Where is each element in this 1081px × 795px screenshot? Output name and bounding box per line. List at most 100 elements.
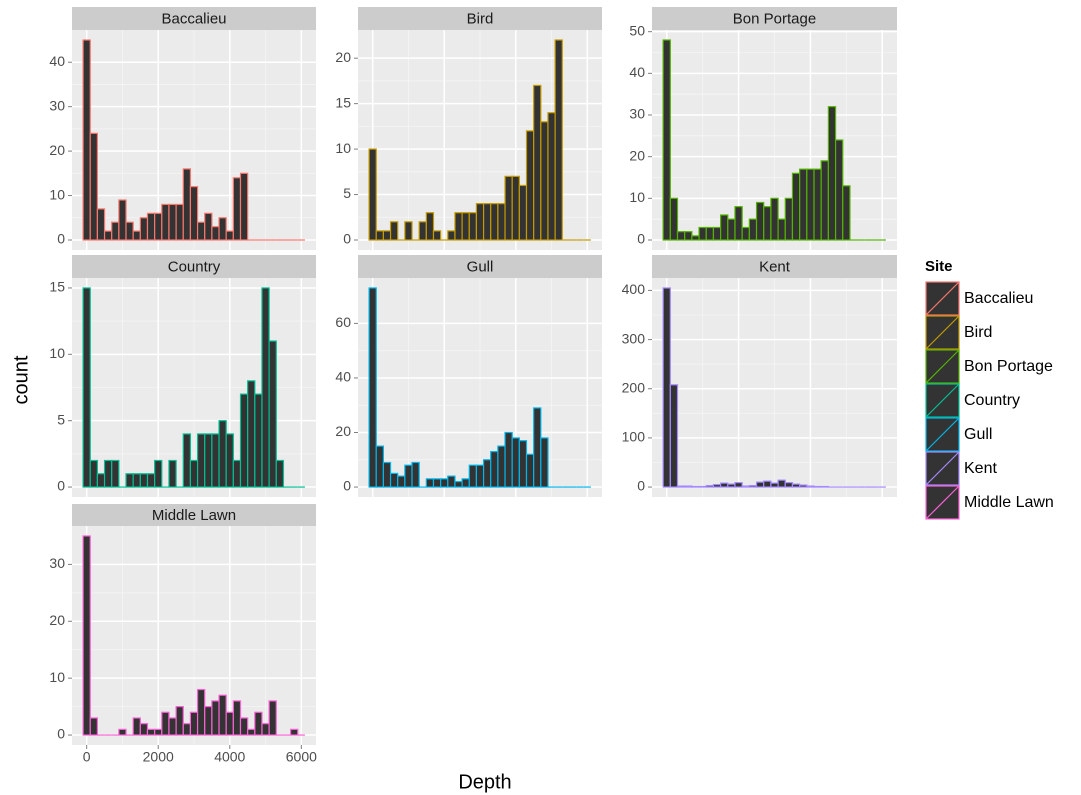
bar	[791, 483, 801, 488]
legend-key-line	[925, 417, 960, 452]
bar	[182, 723, 192, 736]
y-tick-label: 20	[49, 612, 65, 628]
y-tick-label: 0	[637, 231, 645, 247]
strip-label: Country	[168, 258, 221, 275]
bar	[139, 473, 149, 488]
bar	[705, 484, 715, 488]
bar	[397, 475, 406, 488]
bar	[89, 717, 99, 736]
strip-background	[72, 7, 316, 30]
bar	[239, 393, 249, 488]
legend-key-line	[925, 349, 960, 384]
y-tick-label: 10	[629, 189, 645, 205]
legend-label: Kent	[964, 460, 997, 477]
bar	[525, 130, 535, 241]
bar	[232, 177, 242, 241]
bar	[139, 723, 149, 736]
legend-key-line	[925, 383, 960, 418]
y-tick-label: 40	[49, 53, 65, 69]
bar	[247, 380, 256, 488]
strip-background	[652, 255, 897, 278]
bar	[89, 132, 99, 241]
y-tick-label: 0	[343, 231, 351, 247]
bar	[777, 479, 786, 488]
bar	[490, 203, 499, 241]
bar	[461, 478, 470, 488]
bar	[482, 459, 492, 488]
bar	[669, 197, 679, 241]
bar	[669, 384, 679, 488]
bar	[755, 201, 765, 241]
bar	[96, 208, 106, 241]
strip-background	[358, 7, 602, 30]
strip-background	[72, 504, 316, 526]
bar	[175, 203, 184, 241]
legend-label: Baccalieu	[964, 290, 1033, 307]
bar	[146, 728, 156, 736]
bar	[382, 461, 392, 488]
y-tick-label: 50	[629, 22, 645, 38]
bar	[461, 212, 470, 241]
y-tick-label: 40	[335, 369, 351, 385]
legend-key-line	[925, 451, 960, 486]
bar	[676, 485, 686, 488]
legend-label: Middle Lawn	[964, 494, 1054, 511]
bar	[727, 218, 736, 241]
bar	[468, 464, 478, 488]
y-axis-label: count	[10, 355, 32, 404]
bar	[189, 711, 199, 736]
bar	[440, 478, 449, 488]
bar	[497, 445, 506, 488]
bar	[103, 459, 113, 488]
bar	[497, 203, 506, 241]
bar	[777, 218, 786, 241]
bar	[146, 212, 156, 241]
bar	[239, 172, 249, 241]
bar	[211, 700, 220, 736]
bar	[168, 717, 177, 736]
bar	[132, 230, 141, 241]
bar	[154, 728, 163, 736]
bar	[268, 700, 277, 736]
legend-label: Bird	[964, 324, 992, 341]
bar	[389, 221, 399, 241]
bar	[547, 112, 556, 241]
bar	[232, 459, 242, 488]
legend-label: Bon Portage	[964, 358, 1053, 375]
bar	[111, 221, 120, 241]
y-tick-label: 15	[49, 279, 65, 295]
bar	[734, 206, 743, 241]
x-tick-label: 0	[83, 749, 91, 765]
bar	[189, 186, 199, 241]
bar	[289, 728, 299, 736]
bar	[275, 459, 285, 488]
y-tick-label: 0	[57, 231, 65, 247]
bar	[82, 39, 91, 241]
bar	[254, 393, 263, 488]
bar	[741, 226, 750, 241]
x-tick-label: 6000	[286, 749, 317, 765]
bar	[676, 231, 686, 241]
bar	[720, 482, 729, 488]
bar	[691, 235, 700, 241]
y-tick-label: 15	[335, 94, 351, 110]
bar	[720, 214, 729, 241]
bar	[382, 230, 392, 241]
bar	[182, 168, 192, 241]
bar	[504, 175, 513, 241]
bar	[806, 485, 815, 488]
strip-label: Gull	[467, 258, 494, 275]
bar	[189, 459, 199, 488]
y-tick-label: 40	[629, 64, 645, 80]
bar	[239, 717, 249, 736]
bar	[806, 168, 815, 241]
bar	[684, 231, 693, 241]
bar	[698, 226, 707, 241]
y-tick-label: 20	[629, 147, 645, 163]
legend-label: Gull	[964, 426, 992, 443]
legend-key-line	[925, 485, 960, 520]
bar	[118, 199, 127, 241]
bar	[146, 473, 156, 488]
bar	[211, 433, 220, 488]
